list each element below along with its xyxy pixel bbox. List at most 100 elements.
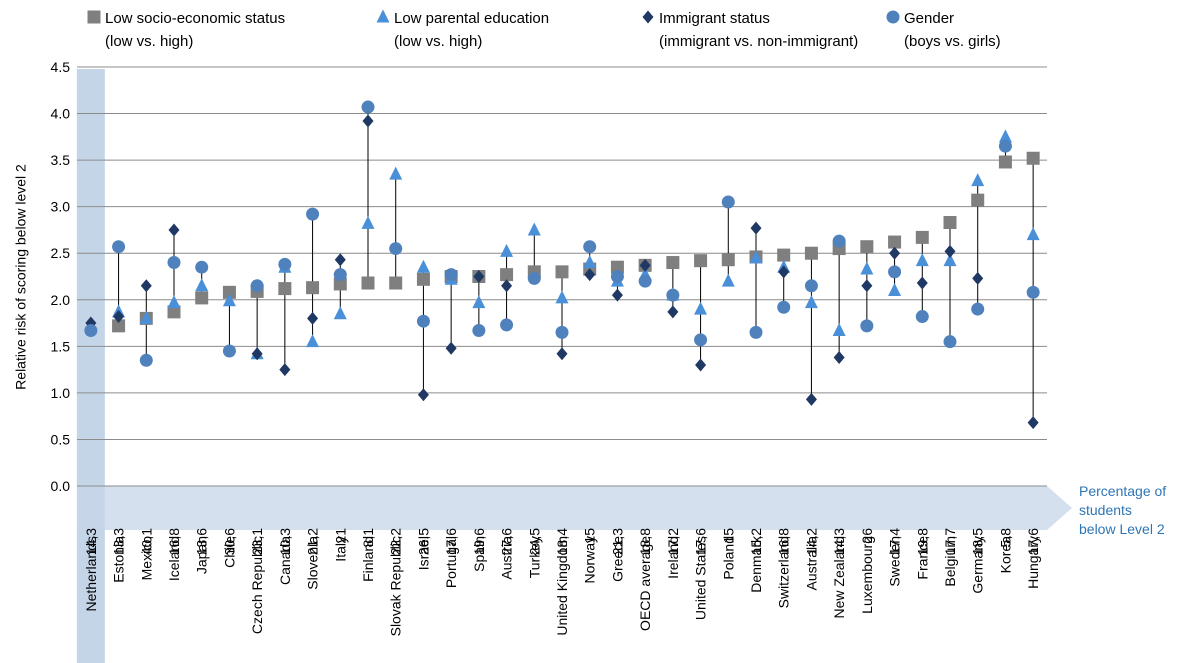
diamond-marker xyxy=(279,363,291,377)
circle-marker xyxy=(777,300,791,314)
diamond-marker xyxy=(944,244,956,258)
circle-marker xyxy=(832,234,846,248)
circle-marker xyxy=(721,195,735,209)
circle-marker xyxy=(444,268,458,282)
legend-marker-square xyxy=(87,10,101,24)
percentage-label: 8,1 xyxy=(360,528,376,548)
circle-marker xyxy=(860,319,874,333)
category-label: Turkey xyxy=(526,536,542,578)
square-marker xyxy=(112,319,126,333)
percentage-label: 19,6 xyxy=(471,528,487,555)
diamond-marker xyxy=(778,265,790,279)
category-label: Czech Republic xyxy=(249,536,265,634)
percentage-label: 14,3 xyxy=(831,528,847,555)
circle-marker xyxy=(527,271,541,285)
percentage-label: 17,2 xyxy=(665,528,681,555)
country-labels: Netherlands Estonia Mexico Iceland Japan Chil… xyxy=(83,535,1041,636)
category-label: Ireland xyxy=(665,536,681,579)
legend-label: Low parental education xyxy=(394,10,549,27)
diamond-marker xyxy=(307,311,319,325)
category-label: Hungary xyxy=(1025,536,1041,589)
circle-marker xyxy=(195,260,209,274)
triangle-marker xyxy=(1026,227,1040,241)
category-label: Mexico xyxy=(138,536,154,581)
triangle-marker xyxy=(389,166,403,180)
category-label: Korea xyxy=(997,536,1013,574)
triangle-marker xyxy=(888,282,902,296)
caption-line: students xyxy=(1079,502,1132,518)
category-label: Belgium xyxy=(942,536,958,587)
triangle-marker xyxy=(971,173,985,187)
triangle-marker xyxy=(555,290,569,304)
y-tick-label: 4.5 xyxy=(51,59,71,75)
y-tick-label: 0.5 xyxy=(51,431,71,447)
circle-marker xyxy=(666,288,680,302)
percentage-labels: 14,3 13,3 40,1 16,8 13,6 30,6 23,1 10,3 21,2 21 8,… xyxy=(83,528,1041,555)
category-label: Israel xyxy=(415,536,431,570)
circle-marker xyxy=(333,268,347,282)
percentage-label: 16,8 xyxy=(776,528,792,555)
y-tick-label: 0.0 xyxy=(51,478,71,494)
data-markers xyxy=(84,100,1040,430)
square-marker xyxy=(500,268,514,282)
legend-marker-triangle xyxy=(376,9,390,23)
square-marker xyxy=(860,240,874,254)
square-marker xyxy=(389,276,403,290)
circle-marker xyxy=(500,318,514,332)
percentage-label: 17,6 xyxy=(443,528,459,555)
square-marker xyxy=(306,281,320,295)
circle-marker xyxy=(888,265,902,279)
square-marker xyxy=(555,265,569,279)
percentage-label: 13,3 xyxy=(111,528,127,555)
circle-marker xyxy=(112,240,126,254)
category-label: Sweden xyxy=(887,536,903,587)
triangle-marker xyxy=(527,222,541,236)
circle-marker xyxy=(84,324,98,338)
square-marker xyxy=(195,291,209,305)
triangle-marker xyxy=(472,295,486,309)
diamond-marker xyxy=(639,258,651,272)
circle-marker xyxy=(638,274,652,288)
category-label: Germany xyxy=(970,536,986,594)
triangle-marker xyxy=(860,261,874,275)
y-tick-label: 3.5 xyxy=(51,152,71,168)
category-label: United Kingdom xyxy=(554,536,570,636)
triangle-marker xyxy=(694,301,708,315)
diamond-marker xyxy=(362,114,374,128)
percentage-label: 16,8 xyxy=(166,528,182,555)
legend-label: Low socio-economic status xyxy=(105,10,285,27)
diamond-marker xyxy=(916,276,928,290)
triangle-marker xyxy=(361,215,375,229)
circle-marker xyxy=(971,302,985,316)
category-label: Portugal xyxy=(443,536,459,588)
circle-marker xyxy=(998,139,1012,153)
circle-marker xyxy=(749,325,763,339)
square-marker xyxy=(694,254,708,268)
percentage-label: 15 xyxy=(582,528,598,544)
circle-marker xyxy=(306,207,320,221)
percentage-axis-caption: Percentage of students below Level 2 xyxy=(1079,483,1166,537)
diamond-marker xyxy=(889,246,901,260)
range-lines xyxy=(90,107,1034,423)
percentage-label: 27,6 xyxy=(499,528,515,555)
triangle-marker xyxy=(583,255,597,269)
percentage-label: 14,2 xyxy=(803,528,819,555)
square-marker xyxy=(361,276,375,290)
square-marker xyxy=(721,253,735,267)
square-marker xyxy=(888,235,902,249)
percentage-label: 40,1 xyxy=(138,528,154,555)
circle-marker xyxy=(389,242,403,256)
category-label: Finland xyxy=(360,536,376,582)
y-axis-ticks: 0.0 0.5 1.0 1.5 2.0 2.5 3.0 3.5 4.0 4.5 xyxy=(51,59,71,494)
y-tick-label: 3.0 xyxy=(51,199,71,215)
y-axis-title: Relative risk of scoring below level 2 xyxy=(13,164,29,390)
diamond-marker xyxy=(168,223,180,237)
category-label: Estonia xyxy=(111,536,127,583)
percentage-label: 19,8 xyxy=(914,528,930,555)
triangle-marker xyxy=(804,295,818,309)
category-label: Iceland xyxy=(166,536,182,581)
square-marker xyxy=(971,193,985,207)
diamond-marker xyxy=(473,270,485,283)
category-label: Japan xyxy=(194,536,210,574)
